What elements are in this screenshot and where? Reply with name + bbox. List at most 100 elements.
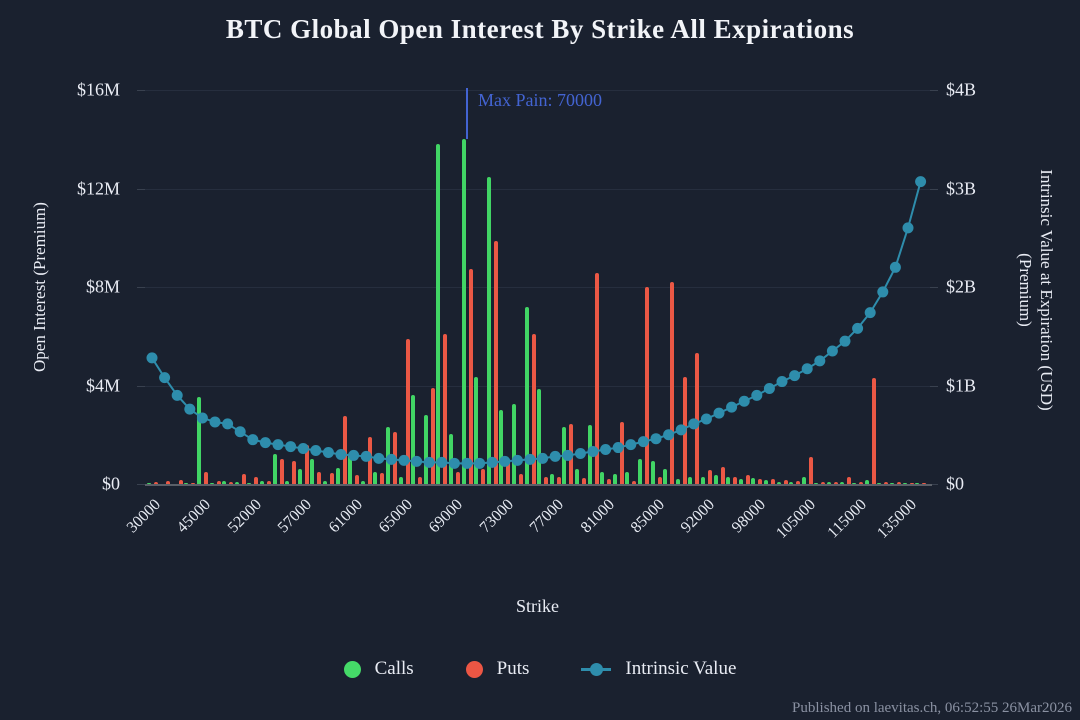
put-bar: [859, 481, 864, 484]
call-bar: [877, 482, 882, 484]
call-bar: [310, 459, 315, 484]
put-bar: [506, 460, 511, 484]
intrinsic-point: [373, 452, 385, 464]
calls-marker-icon: [343, 660, 361, 678]
intrinsic-point: [146, 352, 158, 364]
left-axis-tick-label: $0: [102, 473, 120, 494]
call-bar: [738, 479, 743, 484]
call-bar: [499, 410, 504, 484]
left-axis-tick: [137, 287, 145, 288]
intrinsic-point: [864, 307, 876, 319]
call-bar: [448, 433, 453, 484]
call-bar: [675, 479, 680, 484]
put-bar: [808, 456, 813, 484]
intrinsic-point: [285, 441, 297, 453]
intrinsic-marker-icon: [581, 662, 612, 676]
intrinsic-point: [902, 222, 914, 234]
call-bar: [537, 389, 542, 484]
right-axis-tick: [930, 385, 938, 387]
call-bar: [776, 481, 781, 484]
intrinsic-point: [159, 372, 171, 384]
legend-item-intrinsic[interactable]: Intrinsic Value: [581, 658, 736, 680]
put-bar: [329, 472, 334, 484]
call-bar: [511, 403, 516, 484]
call-bar: [524, 306, 529, 484]
put-bar: [871, 378, 876, 484]
right-axis-title: Intrinsic Value at Expiration (USD) (Pre…: [1015, 169, 1057, 410]
right-axis-tick: [930, 287, 938, 288]
call-bar: [625, 471, 630, 484]
call-bar: [411, 395, 416, 484]
puts-marker-icon: [465, 660, 483, 678]
intrinsic-point: [826, 345, 838, 357]
put-bar: [279, 459, 284, 484]
call-bar: [297, 469, 302, 484]
call-bar: [423, 415, 428, 484]
intrinsic-point: [222, 418, 234, 430]
call-bar: [700, 476, 705, 484]
left-axis-tick: [137, 188, 145, 190]
put-bar: [380, 472, 385, 484]
call-bar: [637, 459, 642, 484]
right-axis-tick-label: $4B: [946, 79, 977, 100]
put-bar: [342, 416, 347, 484]
put-bar: [266, 481, 271, 484]
x-axis-title: Strike: [516, 596, 559, 616]
call-bar: [234, 481, 239, 484]
intrinsic-point: [700, 413, 712, 425]
call-bar: [751, 477, 756, 484]
call-bar: [146, 482, 151, 484]
intrinsic-point: [259, 437, 271, 449]
intrinsic-point: [322, 446, 334, 458]
max-pain-line: [466, 88, 468, 140]
call-bar: [196, 396, 201, 484]
call-bar: [562, 427, 567, 484]
legend-item-calls[interactable]: Calls: [343, 658, 414, 680]
left-axis-tick-label: $8M: [85, 276, 120, 297]
call-bar: [247, 482, 252, 484]
call-bar: [348, 453, 353, 484]
right-axis-title-line2: (Premium): [1016, 253, 1035, 327]
put-bar: [745, 474, 750, 484]
call-bar: [801, 476, 806, 484]
put-bar: [355, 474, 360, 484]
put-bar: [418, 476, 423, 484]
put-bar: [392, 432, 397, 484]
put-bar: [443, 333, 448, 484]
call-bar: [587, 424, 592, 484]
intrinsic-point: [801, 363, 813, 375]
legend-item-puts[interactable]: Puts: [465, 658, 530, 680]
put-bar: [455, 471, 460, 484]
call-bar: [272, 454, 277, 484]
intrinsic-point: [738, 395, 750, 407]
intrinsic-point: [713, 407, 725, 419]
call-bar: [789, 481, 794, 484]
call-bar: [600, 471, 605, 484]
put-bar: [292, 461, 297, 484]
right-axis-title-line1: Intrinsic Value at Expiration (USD): [1037, 169, 1056, 411]
put-bar: [581, 477, 586, 484]
watermark-text: Published on laevitas.ch, 06:52:55 26Mar…: [792, 700, 1072, 716]
intrinsic-point: [650, 433, 662, 445]
intrinsic-point: [574, 447, 586, 459]
legend-label-puts: Puts: [496, 658, 530, 679]
intrinsic-point: [751, 389, 763, 401]
put-bar: [481, 469, 486, 484]
call-bar: [915, 483, 920, 484]
put-bar: [518, 474, 523, 484]
right-axis-tick: [930, 188, 938, 190]
right-axis-tick-label: $1B: [946, 375, 977, 395]
intrinsic-point: [234, 426, 246, 438]
put-bar: [594, 273, 599, 484]
call-bar: [398, 476, 403, 484]
put-bar: [544, 476, 549, 484]
legend-label-intrinsic: Intrinsic Value: [625, 658, 737, 679]
intrinsic-point: [852, 322, 864, 334]
call-bar: [889, 483, 894, 484]
call-bar: [726, 476, 731, 484]
put-bar: [607, 479, 612, 484]
put-bar: [846, 476, 851, 484]
intrinsic-point: [814, 355, 826, 367]
put-bar: [619, 422, 624, 484]
intrinsic-point: [889, 261, 901, 273]
